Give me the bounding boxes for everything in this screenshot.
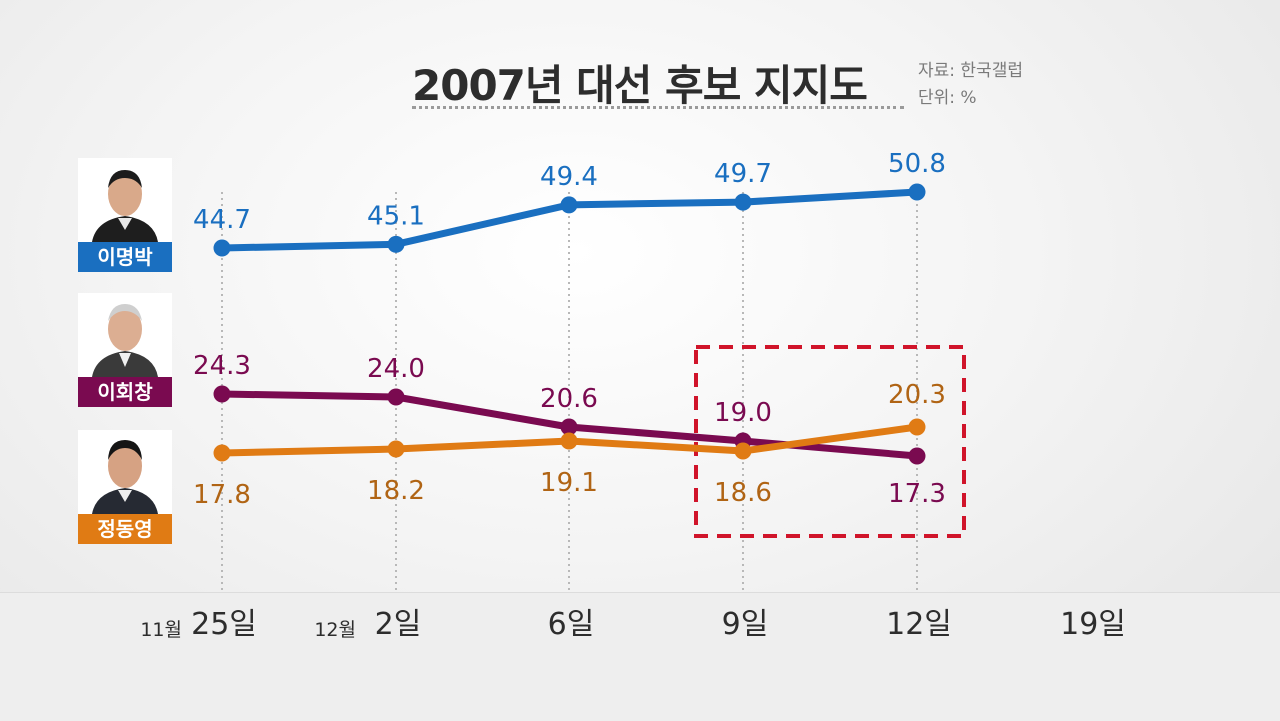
candidate-card-lee-myungbak: 이명박 [78, 158, 172, 272]
data-point [387, 388, 405, 406]
candidate-name: 이회창 [78, 377, 172, 407]
data-label: 18.2 [367, 476, 425, 506]
data-label: 45.1 [367, 201, 425, 231]
data-point [560, 418, 578, 436]
data-label: 20.3 [888, 380, 946, 410]
source-label: 자료: 한국갤럽 [918, 61, 1023, 81]
data-point [213, 444, 231, 462]
data-label: 17.8 [193, 480, 251, 510]
data-label: 44.7 [193, 205, 251, 235]
candidate-photo [78, 293, 172, 377]
data-point [213, 239, 231, 257]
data-point [213, 385, 231, 403]
x-tick-label: 12일 [886, 607, 952, 642]
data-label: 19.0 [714, 398, 772, 428]
date-axis-band [0, 592, 1280, 721]
x-tick-label: 25일 [191, 607, 257, 642]
candidate-card-chung-dongyoung: 정동영 [78, 430, 172, 544]
x-tick-label: 19일 [1060, 607, 1126, 642]
data-point [734, 193, 752, 211]
data-label: 20.6 [540, 384, 598, 414]
data-point [734, 442, 752, 460]
data-point [908, 447, 926, 465]
x-tick-label: 9일 [722, 607, 769, 642]
candidate-name: 정동영 [78, 514, 172, 544]
data-label: 49.4 [540, 162, 598, 192]
month-label: 11월 [140, 619, 182, 641]
data-label: 18.6 [714, 478, 772, 508]
data-point [387, 235, 405, 253]
data-point [560, 432, 578, 450]
title-underline [412, 106, 904, 109]
unit-label: 단위: % [918, 88, 977, 108]
candidate-card-lee-hoichang: 이회창 [78, 293, 172, 407]
data-label: 17.3 [888, 479, 946, 509]
data-point [387, 440, 405, 458]
data-label: 24.3 [193, 351, 251, 381]
source-note: 자료: 한국갤럽 단위: % [918, 58, 1023, 112]
data-label: 49.7 [714, 159, 772, 189]
month-label: 12월 [314, 619, 356, 641]
candidate-photo [78, 158, 172, 242]
data-point [908, 418, 926, 436]
data-point [908, 183, 926, 201]
data-label: 50.8 [888, 149, 946, 179]
candidate-photo [78, 430, 172, 514]
data-label: 19.1 [540, 468, 598, 498]
data-label: 24.0 [367, 354, 425, 384]
x-tick-label: 2일 [375, 607, 422, 642]
x-tick-label: 6일 [548, 607, 595, 642]
chart-title: 2007년 대선 후보 지지도 [412, 61, 868, 110]
data-point [560, 196, 578, 214]
candidate-name: 이명박 [78, 242, 172, 272]
